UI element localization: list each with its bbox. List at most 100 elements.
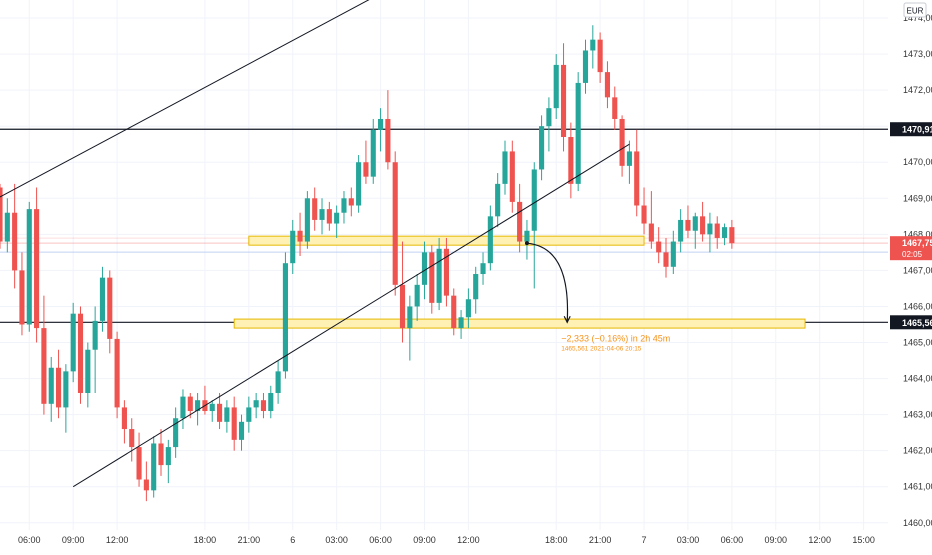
x-tick-label: 03:00 (325, 535, 348, 545)
x-tick-label: 12:00 (808, 535, 831, 545)
x-tick-label: 12:00 (457, 535, 480, 545)
candle-body (275, 371, 281, 393)
level-target-label: 1465,561 (902, 318, 932, 328)
zone-lower[interactable] (233, 318, 806, 329)
candle-body (590, 39, 596, 51)
x-tick-label: 09:00 (765, 535, 788, 545)
candle-body (173, 418, 179, 448)
candle-body (92, 320, 98, 350)
candle-body (26, 209, 32, 325)
candle-body (443, 248, 450, 296)
x-tick-label: 06:00 (721, 535, 744, 545)
candle-body (348, 198, 354, 206)
candle-body (4, 212, 10, 242)
candle-body (370, 129, 376, 177)
candle-body (107, 277, 113, 339)
projection-text: −2,333 (−0.16%) in 2h 45m (561, 333, 670, 343)
y-tick-label: 1466,000 (903, 301, 932, 311)
y-tick-label: 1474,000 (903, 13, 932, 23)
candle-body (656, 241, 662, 253)
candle-body (0, 187, 3, 242)
candle-body (729, 227, 735, 244)
candle-body (480, 263, 486, 275)
channel-lower-line[interactable] (72, 143, 630, 488)
candle-body (553, 64, 559, 109)
projection-arrow[interactable] (526, 242, 569, 323)
candle-body (634, 151, 640, 206)
x-tick-label: 06:00 (369, 535, 392, 545)
candle-body (531, 169, 537, 231)
level-resistance-label-bg (890, 122, 932, 137)
candle-body (721, 227, 728, 238)
y-tick-label: 1467,000 (903, 265, 932, 275)
y-tick-label: 1461,000 (903, 482, 932, 492)
candle-body (312, 198, 318, 220)
x-tick-label: 18:00 (545, 535, 568, 545)
last-price-label-bg (890, 236, 932, 261)
candle-body (238, 421, 245, 440)
candle-body (575, 82, 581, 184)
y-tick-label: 1460,000 (903, 518, 932, 528)
candle-body (392, 162, 398, 285)
candle-body (136, 447, 142, 480)
last-price-label: 1467,755 (902, 238, 932, 248)
candle-body (34, 209, 40, 329)
candle-body (707, 223, 713, 235)
projection-arrowhead (563, 316, 571, 324)
level-resistance-label: 1470,916 (902, 125, 932, 135)
candle-body (290, 230, 296, 264)
candle-body (421, 252, 428, 285)
x-tick-label: 12:00 (106, 535, 129, 545)
candle-body (560, 64, 567, 138)
candle-body (429, 252, 435, 303)
candle-body (626, 151, 632, 166)
candle-body (582, 50, 589, 83)
y-tick-label: 1465,000 (903, 338, 932, 348)
candle-body (509, 151, 515, 202)
candle-body (546, 108, 552, 127)
candle-body (41, 328, 47, 404)
drawings[interactable]: −2,333 (−0.16%) in 2h 45m 1465,561 2021-0… (0, 0, 670, 488)
x-tick-label: 15:00 (852, 535, 875, 545)
candle-body (604, 72, 611, 98)
candle-body (648, 223, 654, 242)
candle-body (165, 447, 171, 466)
currency-badge-bg[interactable] (903, 2, 927, 18)
candle-body (473, 274, 479, 300)
candle-body (612, 97, 618, 119)
candle-body (70, 313, 76, 372)
y-tick-label: 1473,000 (903, 49, 932, 59)
x-tick-label: 09:00 (413, 535, 436, 545)
candle-body (224, 407, 230, 422)
candle-body (458, 317, 464, 329)
candle-body (502, 151, 508, 184)
projection-start-dot (524, 241, 529, 246)
candle-body (436, 248, 442, 303)
candle-body (63, 371, 69, 408)
channel-upper-line[interactable] (0, 0, 483, 260)
countdown-label: 02:05 (902, 250, 923, 259)
candle-body (209, 403, 215, 412)
candle-body (334, 212, 340, 224)
x-tick-label: 21:00 (238, 535, 261, 545)
candle-body (216, 403, 223, 422)
candle-body (231, 407, 237, 440)
candle-body (19, 270, 25, 325)
candle-body (55, 367, 62, 408)
candle-body (77, 313, 84, 393)
candle-body (663, 252, 669, 267)
candles (0, 25, 735, 502)
candle-body (685, 219, 691, 231)
candle-body (143, 479, 149, 491)
candle-body (597, 39, 603, 73)
candle-body (121, 407, 127, 430)
candle-body (539, 126, 545, 170)
y-tick-label: 1469,000 (903, 193, 932, 203)
x-tick-label: 18:00 (194, 535, 217, 545)
price-labels: 1470,916 1465,561 1467,755 02:05 EUR (890, 2, 932, 330)
candle-body (253, 400, 259, 408)
candle-body (246, 407, 252, 422)
x-tick-label: 06:00 (18, 535, 41, 545)
candle-body (260, 400, 267, 412)
